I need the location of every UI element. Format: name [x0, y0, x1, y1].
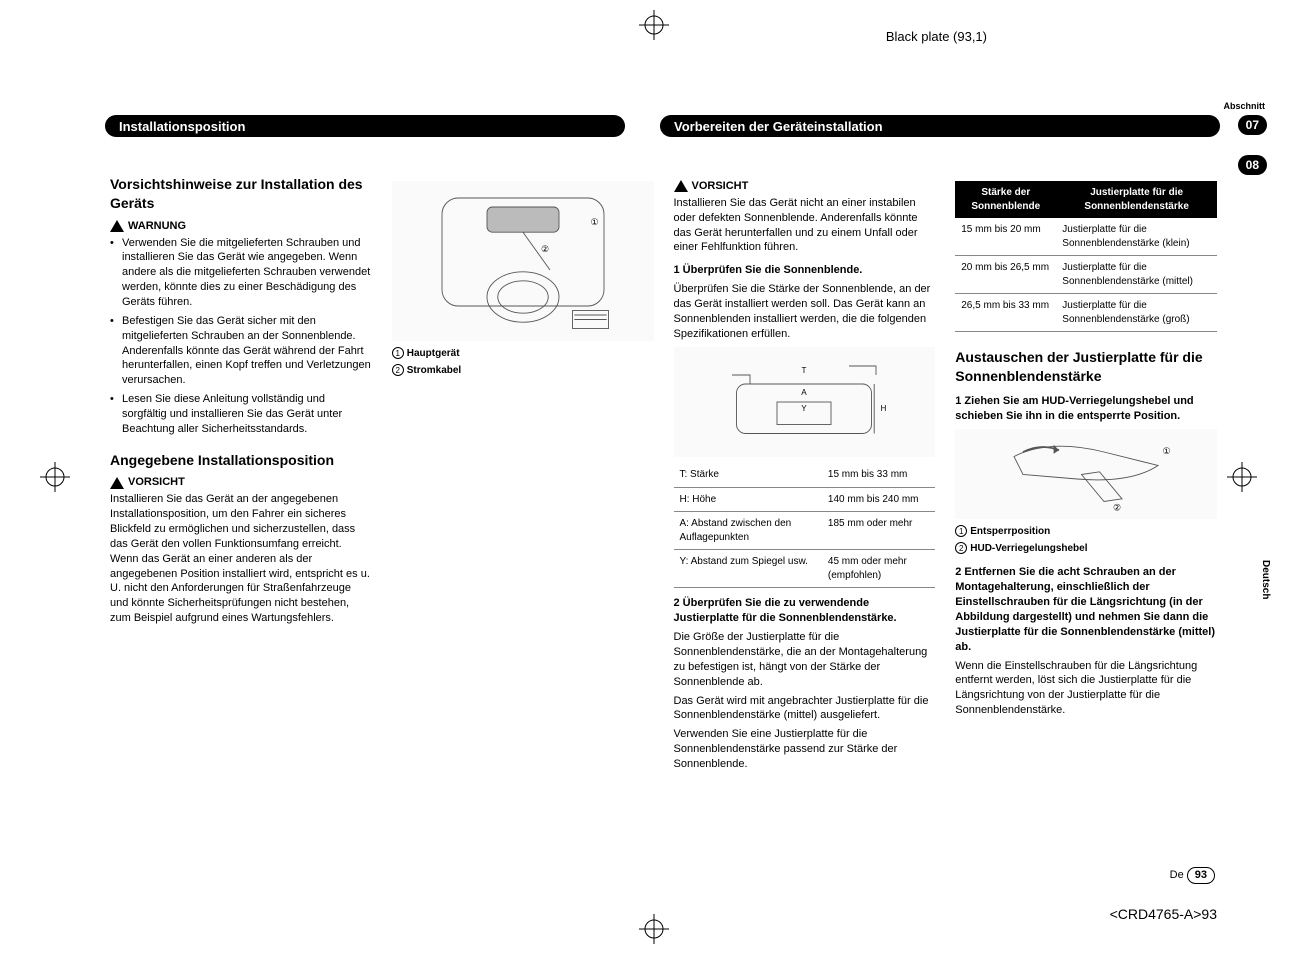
column-2: ① ② 1Hauptgerät 2Stromkabel: [392, 175, 654, 776]
warning-item: Lesen Sie diese Anleitung vollständig un…: [110, 392, 372, 437]
step-2-text: Verwenden Sie eine Justierplatte für die…: [674, 727, 936, 772]
warning-item: Verwenden Sie die mitgelieferten Schraub…: [110, 236, 372, 310]
column-1: Vorsichtshinweise zur Installation des G…: [110, 175, 372, 776]
table-header-row: Stärke der Sonnenblende Justierplatte fü…: [955, 181, 1217, 218]
step-2: 2 Überprüfen Sie die zu verwendende Just…: [674, 596, 936, 626]
language-tab: Deutsch: [1259, 560, 1273, 599]
figure-legend: 1Entsperrposition: [955, 525, 1217, 539]
header-left: Installationsposition: [105, 115, 625, 137]
figure-legend: 2HUD-Verriegelungshebel: [955, 542, 1217, 556]
heading-position: Angegebene Installationsposition: [110, 451, 372, 470]
svg-text:②: ②: [541, 244, 549, 254]
caution-heading: VORSICHT: [110, 475, 372, 490]
svg-text:Y: Y: [802, 404, 808, 413]
step-1-text: Überprüfen Sie die Stärke der Sonnenblen…: [674, 282, 936, 341]
section-badge-07: 07: [1238, 115, 1267, 135]
step-2-text: Die Größe der Justierplatte für die Sonn…: [674, 630, 936, 689]
column-3: VORSICHT Installieren Sie das Gerät nich…: [674, 175, 936, 776]
dashboard-illustration-icon: ① ②: [433, 186, 613, 336]
table-row: T: Stärke15 mm bis 33 mm: [674, 463, 936, 487]
svg-text:①: ①: [1163, 446, 1171, 456]
crop-mark-top-icon: [639, 10, 669, 40]
table-row: 20 mm bis 26,5 mmJustierplatte für die S…: [955, 256, 1217, 294]
heading-precautions: Vorsichtshinweise zur Installation des G…: [110, 175, 372, 213]
warning-icon: [110, 220, 124, 232]
page-number: De 93: [1170, 867, 1215, 884]
section-badge-08: 08: [1238, 155, 1267, 175]
dashboard-figure: ① ②: [392, 181, 654, 341]
figure-legend: 1Hauptgerät: [392, 347, 654, 361]
doc-reference: <CRD4765-A>93: [1110, 905, 1217, 924]
step-1: 1 Ziehen Sie am HUD-Verriegelungshebel u…: [955, 394, 1217, 424]
caution-text: Installieren Sie das Gerät an der angege…: [110, 492, 372, 626]
lock-lever-icon: ① ②: [996, 432, 1176, 517]
table-row: Y: Abstand zum Spiegel usw.45 mm oder me…: [674, 550, 936, 588]
svg-text:T: T: [802, 367, 807, 376]
step-2: 2 Entfernen Sie die acht Schrauben an de…: [955, 565, 1217, 654]
step-2-text: Das Gerät wird mit angebrachter Justierp…: [674, 694, 936, 724]
section-label: Abschnitt: [1224, 100, 1266, 112]
table-row: 26,5 mm bis 33 mmJustierplatte für die S…: [955, 294, 1217, 332]
table-row: A: Abstand zwischen den Auflagepunkten18…: [674, 512, 936, 550]
spec-table: T: Stärke15 mm bis 33 mm H: Höhe140 mm b…: [674, 463, 936, 588]
svg-text:H: H: [881, 404, 887, 413]
plate-label: Black plate (93,1): [886, 28, 987, 46]
step-1: 1 Überprüfen Sie die Sonnenblende.: [674, 263, 936, 278]
warning-item: Befestigen Sie das Gerät sicher mit den …: [110, 314, 372, 388]
figure-legend: 2Stromkabel: [392, 364, 654, 378]
heading-replace-plate: Austauschen der Justierplatte für die So…: [955, 348, 1217, 386]
column-4: Stärke der Sonnenblende Justierplatte fü…: [955, 175, 1217, 776]
caution-heading: VORSICHT: [674, 179, 936, 194]
warning-heading: WARNUNG: [110, 219, 372, 234]
crop-mark-left-icon: [40, 462, 70, 492]
caution-text: Installieren Sie das Gerät nicht an eine…: [674, 196, 936, 255]
crop-mark-bottom-icon: [639, 914, 669, 944]
table-row: 15 mm bis 20 mmJustierplatte für die Son…: [955, 218, 1217, 256]
lock-lever-figure: ① ②: [955, 429, 1217, 519]
caution-icon: [110, 477, 124, 489]
crop-mark-right-icon: [1227, 462, 1257, 492]
svg-text:②: ②: [1113, 502, 1121, 512]
warning-list: Verwenden Sie die mitgelieferten Schraub…: [110, 236, 372, 437]
table-row: H: Höhe140 mm bis 240 mm: [674, 487, 936, 512]
svg-text:A: A: [802, 388, 808, 397]
svg-text:①: ①: [590, 217, 598, 227]
thickness-table: Stärke der Sonnenblende Justierplatte fü…: [955, 181, 1217, 332]
visor-diagram-icon: T A Y H: [714, 352, 894, 452]
visor-dimension-figure: T A Y H: [674, 347, 936, 457]
step-2-text: Wenn die Einstellschrauben für die Längs…: [955, 659, 1217, 718]
caution-icon: [674, 180, 688, 192]
header-right: Vorbereiten der Geräteinstallation: [660, 115, 1220, 137]
